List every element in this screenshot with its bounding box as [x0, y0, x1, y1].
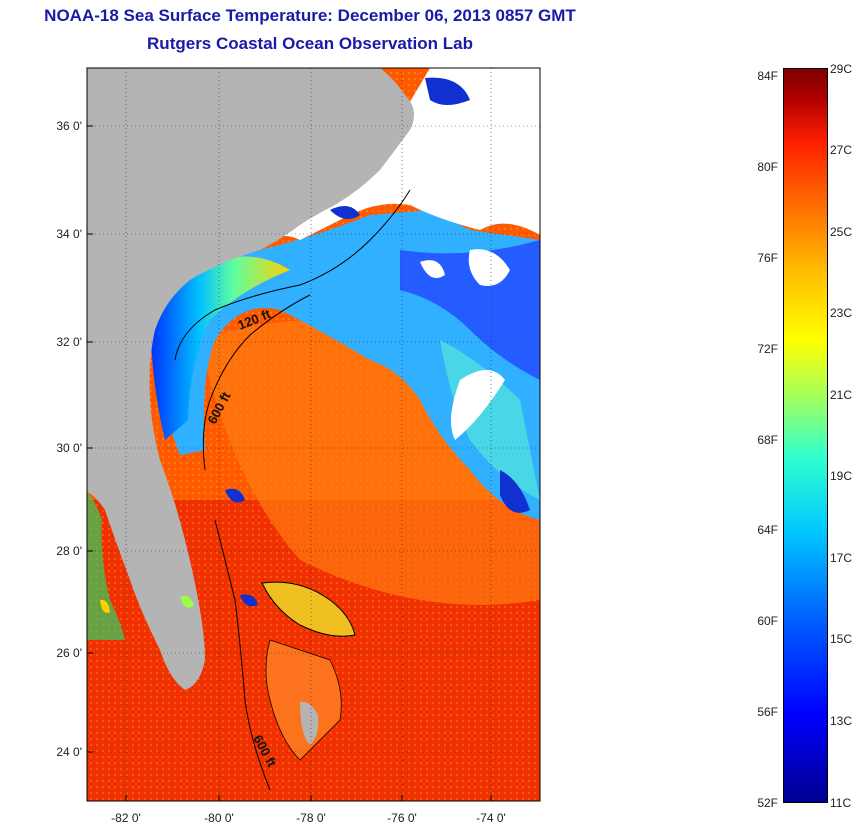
colorbar-f-label: 64F [757, 523, 778, 537]
lon-label: -74 0' [476, 811, 506, 825]
lat-label: 36 0' [56, 119, 82, 133]
sst-map: 120 ft 600 ft 600 ft 36 0' 34 0' 32 0' 3… [56, 67, 541, 825]
lat-label: 32 0' [56, 335, 82, 349]
contour-120ft [174, 189, 411, 361]
colorbar-f-label: 68F [757, 433, 778, 447]
lat-label: 30 0' [56, 441, 82, 455]
map-border [86, 67, 541, 802]
colorbar-f-label: 60F [757, 614, 778, 628]
colorbar-f-label: 52F [757, 796, 778, 810]
colorbar-c-label: 19C [830, 469, 853, 483]
lon-label: -80 0' [204, 811, 234, 825]
map-subtitle: Rutgers Coastal Ocean Observation Lab [147, 34, 473, 53]
lon-label: -78 0' [296, 811, 326, 825]
lat-label: 34 0' [56, 227, 82, 241]
map-frame [87, 68, 540, 801]
lon-label: -76 0' [387, 811, 417, 825]
colorbar-c-label: 29C [830, 62, 853, 76]
map-title: NOAA-18 Sea Surface Temperature: Decembe… [44, 6, 576, 25]
colorbar-f-label: 76F [757, 251, 778, 265]
contour-600ft [202, 294, 311, 791]
colorbar-f-label: 56F [757, 705, 778, 719]
axis-ticks [87, 125, 492, 801]
lat-label: 28 0' [56, 544, 82, 558]
colorbar-c-label: 11C [830, 796, 852, 810]
colorbar-f-label: 84F [757, 69, 778, 83]
colorbar-f-label: 72F [757, 342, 778, 356]
lat-label: 24 0' [56, 745, 82, 759]
colorbar-c-label: 25C [830, 225, 853, 239]
temperature-colorbar [783, 68, 828, 803]
colorbar-f-label: 80F [757, 160, 778, 174]
lat-label: 26 0' [56, 646, 82, 660]
colorbar-c-label: 27C [830, 143, 853, 157]
bahamas-bank [261, 581, 356, 637]
lon-label: -82 0' [111, 811, 141, 825]
colorbar-c-label: 15C [830, 632, 853, 646]
land-mass [87, 68, 414, 690]
colorbar-c-label: 17C [830, 551, 853, 565]
colorbar-c-label: 21C [830, 388, 853, 402]
colorbar-c-label: 23C [830, 306, 853, 320]
colorbar-c-label: 13C [830, 714, 853, 728]
